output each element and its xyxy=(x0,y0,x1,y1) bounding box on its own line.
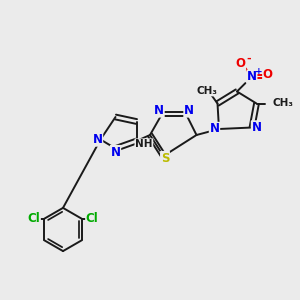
Text: -: - xyxy=(246,53,251,64)
Text: N: N xyxy=(251,121,262,134)
Text: N: N xyxy=(110,146,121,159)
Text: NH: NH xyxy=(135,139,153,149)
Text: N: N xyxy=(92,133,103,146)
Text: N: N xyxy=(247,70,257,83)
Text: O: O xyxy=(262,68,273,82)
Text: N: N xyxy=(154,104,164,117)
Text: CH₃: CH₃ xyxy=(272,98,293,109)
Text: Cl: Cl xyxy=(86,212,99,225)
Text: CH₃: CH₃ xyxy=(196,86,218,96)
Text: +: + xyxy=(255,67,262,76)
Text: O: O xyxy=(236,57,246,70)
Text: S: S xyxy=(161,152,169,165)
Text: N: N xyxy=(209,122,220,136)
Text: Cl: Cl xyxy=(27,212,40,225)
Text: N: N xyxy=(184,104,194,117)
